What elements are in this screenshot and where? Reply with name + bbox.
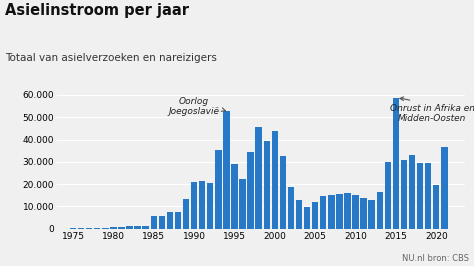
Text: Oorlog
Joegoslavië: Oorlog Joegoslavië xyxy=(169,97,226,116)
Bar xyxy=(433,185,439,229)
Bar xyxy=(94,228,100,229)
Bar xyxy=(199,181,205,229)
Bar xyxy=(167,212,173,229)
Text: Totaal van asielverzoeken en nareizigers: Totaal van asielverzoeken en nareizigers xyxy=(5,53,217,63)
Bar xyxy=(151,216,157,229)
Bar xyxy=(110,227,117,229)
Bar xyxy=(70,228,76,229)
Bar xyxy=(78,228,84,229)
Bar xyxy=(143,226,149,229)
Bar xyxy=(183,199,189,229)
Bar xyxy=(118,227,125,229)
Bar xyxy=(280,156,286,229)
Bar xyxy=(360,198,367,229)
Bar xyxy=(247,152,254,229)
Bar xyxy=(344,193,351,229)
Bar xyxy=(223,111,229,229)
Bar xyxy=(134,226,141,229)
Bar xyxy=(384,162,391,229)
Bar xyxy=(239,178,246,229)
Bar xyxy=(264,141,270,229)
Bar xyxy=(102,228,109,229)
Bar xyxy=(417,163,423,229)
Text: Onrust in Afrika en
Midden-Oosten: Onrust in Afrika en Midden-Oosten xyxy=(390,97,474,123)
Bar xyxy=(159,216,165,229)
Text: NU.nl bron: CBS: NU.nl bron: CBS xyxy=(402,254,469,263)
Bar xyxy=(126,226,133,229)
Text: Asielinstroom per jaar: Asielinstroom per jaar xyxy=(5,3,189,18)
Bar xyxy=(392,98,399,229)
Bar xyxy=(368,200,375,229)
Bar xyxy=(296,200,302,229)
Bar xyxy=(215,149,221,229)
Bar xyxy=(288,187,294,229)
Bar xyxy=(175,212,181,229)
Bar xyxy=(376,192,383,229)
Bar xyxy=(207,183,213,229)
Bar xyxy=(328,195,335,229)
Bar xyxy=(425,163,431,229)
Bar xyxy=(191,182,197,229)
Bar xyxy=(441,147,447,229)
Bar xyxy=(86,228,92,229)
Bar xyxy=(272,131,278,229)
Bar xyxy=(320,196,327,229)
Bar xyxy=(255,127,262,229)
Bar xyxy=(312,202,319,229)
Bar xyxy=(336,194,343,229)
Bar xyxy=(304,207,310,229)
Bar xyxy=(409,155,415,229)
Bar xyxy=(352,195,359,229)
Bar xyxy=(231,164,237,229)
Bar xyxy=(401,160,407,229)
